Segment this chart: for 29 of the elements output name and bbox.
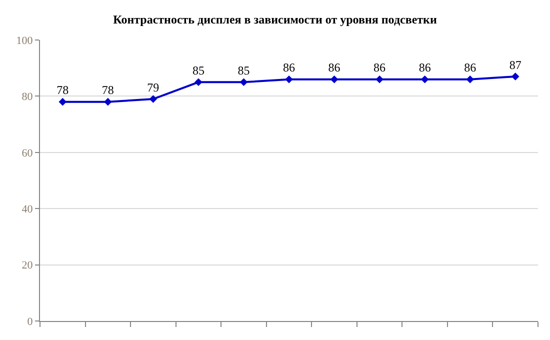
y-tick-label: 100 [16,34,34,47]
point [285,75,293,84]
data-label: 85 [192,63,204,78]
point [420,75,429,84]
data-label: 85 [238,63,250,78]
y-tick-label: 40 [22,203,34,216]
y-tick-label: 60 [22,147,34,160]
data-label: 87 [509,58,522,72]
point [511,72,520,80]
data-label: 79 [147,80,160,94]
y-tick-label: 80 [22,91,34,104]
point [240,78,248,86]
point [466,75,474,84]
data-label: 86 [328,60,340,75]
data-label: 86 [464,60,476,75]
data-label: 78 [56,83,69,98]
point [194,78,202,86]
point [149,95,158,103]
data-label: 86 [374,60,386,75]
point [330,75,338,84]
chart-title: Контрастность дисплея в зависимости от уровня подсветки [113,12,437,27]
data-label: 78 [102,83,114,98]
data-label: 86 [283,60,295,75]
data-label: 86 [418,60,431,75]
y-tick-label: 20 [22,260,34,272]
point [376,75,384,84]
point [58,98,67,106]
y-tick-label: 0 [27,316,34,328]
point [104,98,112,106]
